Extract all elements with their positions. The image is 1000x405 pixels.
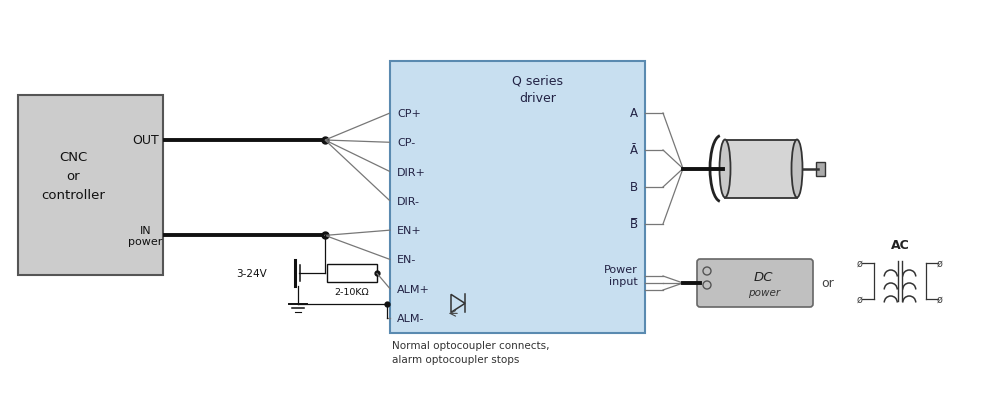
- Text: Normal optocoupler connects,
alarm optocoupler stops: Normal optocoupler connects, alarm optoc…: [392, 340, 550, 364]
- Text: ALM+: ALM+: [397, 284, 430, 294]
- Text: or: or: [822, 277, 834, 290]
- FancyBboxPatch shape: [697, 259, 813, 307]
- Text: IN
power: IN power: [128, 225, 163, 247]
- Text: 3-24V: 3-24V: [236, 269, 267, 279]
- Text: EN-: EN-: [397, 255, 416, 265]
- Text: EN+: EN+: [397, 226, 422, 236]
- Ellipse shape: [792, 140, 802, 198]
- Text: CP+: CP+: [397, 109, 421, 119]
- Text: CNC
or
controller: CNC or controller: [41, 151, 105, 202]
- Bar: [390, 62, 645, 333]
- Text: A: A: [630, 107, 638, 120]
- Text: power: power: [748, 288, 780, 298]
- Text: B: B: [630, 181, 638, 194]
- Text: DIR-: DIR-: [397, 196, 420, 207]
- Bar: [327, 265, 377, 283]
- Text: ø: ø: [857, 294, 863, 304]
- Bar: [725, 140, 797, 198]
- Text: ø: ø: [937, 294, 943, 304]
- Bar: [18, 96, 163, 275]
- Text: OUT: OUT: [132, 134, 159, 147]
- Text: ø: ø: [857, 258, 863, 269]
- Text: Ā: Ā: [630, 144, 638, 157]
- Text: CP-: CP-: [397, 138, 415, 148]
- Ellipse shape: [720, 140, 730, 198]
- Text: DIR+: DIR+: [397, 167, 426, 177]
- Text: B̅: B̅: [630, 218, 638, 231]
- Text: Power
input: Power input: [604, 264, 638, 286]
- Text: 2-10KΩ: 2-10KΩ: [335, 288, 369, 297]
- Text: ALM-: ALM-: [397, 313, 424, 323]
- Text: DC: DC: [754, 271, 774, 284]
- Text: ø: ø: [937, 258, 943, 269]
- Text: Q series
driver: Q series driver: [512, 75, 563, 105]
- Text: AC: AC: [891, 239, 909, 252]
- Bar: [816, 162, 825, 176]
